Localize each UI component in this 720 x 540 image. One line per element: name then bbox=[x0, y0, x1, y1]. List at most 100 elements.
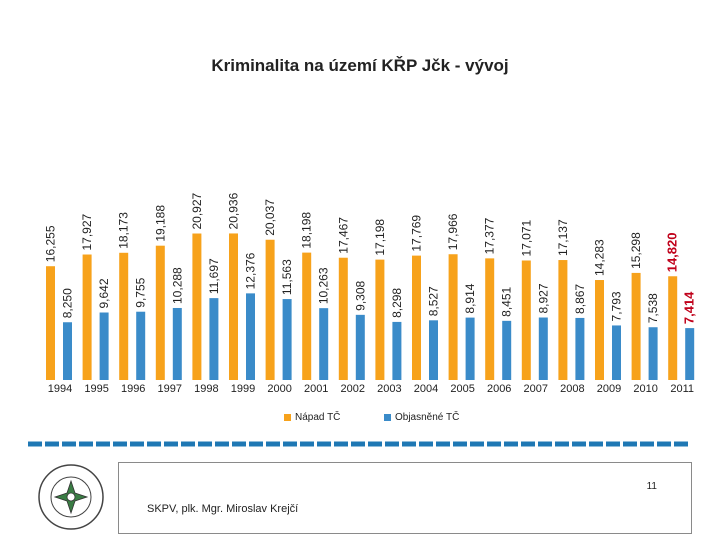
footer-box: 11 SKPV, plk. Mgr. Miroslav Krejčí bbox=[118, 462, 692, 534]
bar-napad-1997 bbox=[155, 245, 165, 380]
bar-objasnene-1999 bbox=[246, 293, 255, 380]
legend-label-objasnene: Objasněné TČ bbox=[395, 412, 460, 423]
data-label-objasnene-1997: 10,288 bbox=[170, 267, 184, 304]
x-tick-label-2011: 2011 bbox=[670, 383, 694, 395]
bar-objasnene-1996 bbox=[136, 311, 146, 380]
data-label-objasnene-2009: 7,793 bbox=[610, 291, 624, 321]
page-number: 11 bbox=[646, 481, 657, 492]
x-tick-label-1998: 1998 bbox=[194, 383, 218, 395]
data-label-objasnene-2010: 7,538 bbox=[646, 293, 660, 323]
bar-chart: 16,255 8,250 1994 17,927 9,642 1995 18,173 9,75… bbox=[44, 192, 697, 395]
bar-objasnene-2002 bbox=[355, 314, 365, 380]
data-label-napad-1997: 19,188 bbox=[153, 205, 167, 242]
bar-objasnene-2000 bbox=[282, 299, 292, 380]
data-label-napad-1995: 17,927 bbox=[80, 213, 94, 250]
data-label-objasnene-1996: 9,755 bbox=[134, 277, 148, 307]
bar-objasnene-2011 bbox=[685, 328, 695, 380]
data-label-napad-2003: 17,198 bbox=[373, 219, 387, 256]
data-label-objasnene-2005: 8,914 bbox=[463, 283, 477, 313]
data-label-napad-2000: 20,037 bbox=[263, 199, 277, 236]
data-label-napad-2010: 15,298 bbox=[629, 232, 643, 269]
bar-napad-2000 bbox=[265, 239, 275, 380]
data-label-napad-2005: 17,966 bbox=[446, 213, 460, 250]
x-tick-label-2001: 2001 bbox=[304, 383, 328, 395]
data-label-objasnene-2008: 8,867 bbox=[573, 284, 587, 314]
bar-napad-1994 bbox=[46, 266, 55, 380]
bar-napad-1996 bbox=[119, 252, 129, 380]
bar-napad-2007 bbox=[521, 260, 531, 380]
bar-objasnene-2005 bbox=[465, 317, 475, 380]
legend-swatch-blue bbox=[384, 413, 391, 421]
x-tick-label-2004: 2004 bbox=[414, 383, 438, 395]
data-label-objasnene-2002: 9,308 bbox=[353, 280, 367, 310]
bar-napad-2006 bbox=[485, 258, 495, 380]
data-label-napad-2004: 17,769 bbox=[410, 215, 424, 252]
data-label-objasnene-1995: 9,642 bbox=[97, 278, 111, 308]
bar-napad-1995 bbox=[82, 254, 92, 380]
bar-napad-2002 bbox=[338, 257, 348, 380]
x-tick-label-1996: 1996 bbox=[121, 383, 145, 395]
data-label-napad-2008: 17,137 bbox=[556, 219, 570, 256]
bar-objasnene-2009 bbox=[612, 325, 621, 380]
bar-napad-1999 bbox=[229, 233, 238, 380]
footer-author: SKPV, plk. Mgr. Miroslav Krejčí bbox=[147, 503, 299, 515]
bar-objasnene-2006 bbox=[502, 320, 512, 380]
bar-napad-2003 bbox=[375, 259, 385, 380]
bar-objasnene-2003 bbox=[392, 321, 402, 380]
bar-napad-1998 bbox=[192, 233, 202, 380]
x-tick-label-1999: 1999 bbox=[231, 383, 255, 395]
data-label-objasnene-1994: 8,250 bbox=[61, 288, 75, 318]
bar-napad-2010 bbox=[631, 272, 641, 380]
x-tick-label-2003: 2003 bbox=[377, 383, 401, 395]
legend-item-napad: Nápad TČ bbox=[284, 412, 340, 423]
bar-napad-2001 bbox=[302, 252, 312, 380]
data-label-objasnene-2011: 7,414 bbox=[682, 291, 697, 324]
bar-napad-2009 bbox=[595, 280, 604, 380]
bar-napad-2011 bbox=[668, 276, 678, 380]
police-emblem-icon bbox=[38, 464, 104, 530]
bar-napad-2005 bbox=[448, 254, 458, 380]
data-label-objasnene-2000: 11,563 bbox=[280, 259, 294, 295]
data-label-objasnene-2007: 8,927 bbox=[536, 283, 550, 313]
legend-item-objasnene: Objasněné TČ bbox=[384, 412, 459, 423]
bar-napad-2004 bbox=[412, 255, 421, 380]
bar-napad-2008 bbox=[558, 260, 568, 380]
data-label-napad-2007: 17,071 bbox=[519, 219, 533, 256]
x-tick-label-2002: 2002 bbox=[341, 383, 365, 395]
x-tick-label-2009: 2009 bbox=[597, 383, 621, 395]
x-tick-label-2006: 2006 bbox=[487, 383, 511, 395]
data-label-napad-2009: 14,283 bbox=[593, 239, 607, 276]
x-tick-label-1995: 1995 bbox=[84, 383, 108, 395]
data-label-napad-1998: 20,927 bbox=[190, 192, 204, 229]
data-label-napad-1996: 18,173 bbox=[117, 212, 131, 249]
bar-objasnene-2001 bbox=[319, 308, 329, 380]
data-label-napad-1994: 16,255 bbox=[44, 225, 58, 262]
data-label-napad-2002: 17,467 bbox=[336, 217, 350, 254]
bar-objasnene-1995 bbox=[99, 312, 109, 380]
data-label-napad-2011: 14,820 bbox=[665, 232, 680, 272]
x-tick-label-2008: 2008 bbox=[560, 383, 584, 395]
data-label-objasnene-2006: 8,451 bbox=[500, 286, 514, 316]
bar-objasnene-2007 bbox=[538, 317, 548, 380]
data-label-napad-1999: 20,936 bbox=[227, 192, 241, 229]
legend-label-napad: Nápad TČ bbox=[295, 412, 341, 423]
bar-objasnene-2004 bbox=[429, 320, 438, 380]
data-label-objasnene-2003: 8,298 bbox=[390, 288, 404, 318]
data-label-objasnene-2001: 10,263 bbox=[317, 267, 331, 304]
bar-objasnene-1997 bbox=[172, 307, 182, 380]
x-tick-label-2007: 2007 bbox=[524, 383, 548, 395]
data-label-objasnene-1999: 12,376 bbox=[244, 252, 258, 289]
x-tick-label-1997: 1997 bbox=[158, 383, 182, 395]
bar-objasnene-2010 bbox=[648, 327, 658, 380]
chart-title: Kriminalita na území KŘP Jčk - vývoj bbox=[211, 56, 509, 75]
legend-swatch-orange bbox=[284, 413, 291, 421]
bar-objasnene-1998 bbox=[209, 298, 219, 380]
bar-objasnene-2008 bbox=[575, 317, 585, 380]
data-label-napad-2006: 17,377 bbox=[483, 217, 497, 254]
x-tick-label-2005: 2005 bbox=[450, 383, 474, 395]
x-tick-label-2010: 2010 bbox=[633, 383, 657, 395]
x-tick-label-2000: 2000 bbox=[267, 383, 291, 395]
data-label-napad-2001: 18,198 bbox=[300, 212, 314, 249]
bar-objasnene-1994 bbox=[63, 322, 72, 380]
data-label-objasnene-1998: 11,697 bbox=[207, 258, 221, 294]
